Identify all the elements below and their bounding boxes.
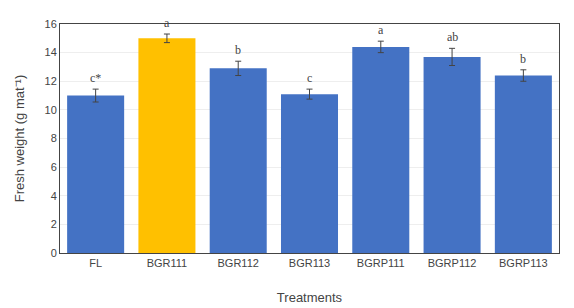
svg-text:BGR111: BGR111 [147,257,188,269]
svg-text:Fresh weight (g mat⁻¹): Fresh weight (g mat⁻¹) [12,75,27,203]
svg-text:b: b [235,43,241,57]
svg-text:4: 4 [51,190,57,202]
svg-text:6: 6 [51,161,57,173]
svg-text:10: 10 [45,104,57,116]
svg-text:BGRP112: BGRP112 [428,257,477,269]
svg-text:a: a [164,16,170,30]
svg-text:c: c [307,71,312,85]
svg-text:12: 12 [45,75,57,87]
svg-text:8: 8 [51,132,57,144]
svg-text:16: 16 [45,18,57,30]
svg-text:14: 14 [45,46,57,58]
svg-text:c*: c* [90,71,101,85]
svg-text:BGR113: BGR113 [289,257,330,269]
svg-text:2: 2 [51,218,57,230]
svg-text:b: b [520,52,526,66]
svg-text:0: 0 [51,247,57,259]
svg-text:ab: ab [447,30,458,44]
svg-text:BGRP113: BGRP113 [499,257,548,269]
svg-text:BGRP111: BGRP111 [357,257,405,269]
svg-text:BGR112: BGR112 [218,257,259,269]
svg-text:Treatments: Treatments [277,290,343,305]
svg-text:a: a [378,23,384,37]
svg-text:FL: FL [89,257,102,269]
